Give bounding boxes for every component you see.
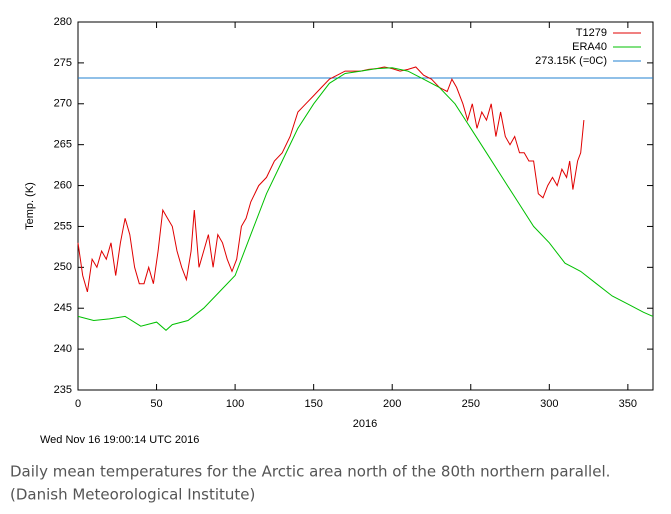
y-tick-label: 260 [54,179,72,191]
data-line [77,66,585,293]
y-tick-label: 265 [54,139,72,151]
caption: (Danish Meteorological Institute) [10,486,255,504]
x-tick-label: 200 [383,398,401,410]
caption: Daily mean temperatures for the Arctic a… [10,463,610,481]
x-tick-label: 300 [540,398,558,410]
x-axis-label: 2016 [353,418,377,430]
data-line [77,67,654,331]
y-axis-label: Temp. (K) [24,182,36,230]
legend-label: ERA40 [572,41,607,53]
legend-label: T1279 [576,27,607,39]
x-tick-label: 350 [619,398,637,410]
x-tick-label: 0 [75,398,81,410]
x-tick-label: 50 [150,398,162,410]
y-tick-label: 245 [54,302,72,314]
y-tick-label: 240 [54,343,72,355]
y-tick-label: 255 [54,220,72,232]
y-tick-label: 250 [54,261,72,273]
y-tick-label: 275 [54,57,72,69]
y-tick-label: 280 [54,16,72,28]
x-tick-label: 100 [226,398,244,410]
legend-label: 273.15K (=0C) [535,55,607,67]
x-tick-label: 250 [462,398,480,410]
x-tick-label: 150 [304,398,322,410]
plot-frame [77,21,654,391]
timestamp: Wed Nov 16 19:00:14 UTC 2016 [40,434,199,446]
y-tick-label: 235 [54,384,72,396]
y-tick-label: 270 [54,98,72,110]
